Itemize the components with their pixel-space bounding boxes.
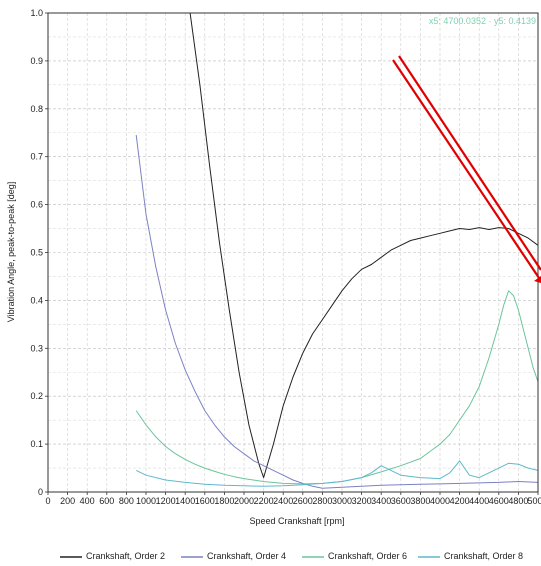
x-axis: 0 200 400 600 800 1000 1200 1400 1600 1800 2000 220… bbox=[45, 492, 541, 506]
x-tick-label: 400 bbox=[80, 496, 95, 506]
y-tick-label: 0.5 bbox=[30, 248, 43, 258]
x-tick-label: 800 bbox=[119, 496, 134, 506]
legend-label: Crankshaft, Order 8 bbox=[444, 551, 523, 561]
y-axis-title: Vibration Angle, peak-to-peak [deg] bbox=[6, 182, 16, 322]
legend: Crankshaft, Order 2 Crankshaft, Order 4 Cr… bbox=[60, 551, 523, 561]
legend-label: Crankshaft, Order 2 bbox=[86, 551, 165, 561]
grid bbox=[47, 13, 538, 492]
x-tick-label: 1200 bbox=[156, 496, 176, 506]
x-tick-label: 1600 bbox=[195, 496, 215, 506]
y-tick-label: 0.4 bbox=[30, 295, 43, 305]
x-tick-label: 1400 bbox=[175, 496, 195, 506]
x-tick-label: 2800 bbox=[312, 496, 332, 506]
x-tick-label: 0 bbox=[45, 496, 50, 506]
series-line-2 bbox=[135, 135, 539, 489]
x-tick-label: 2400 bbox=[273, 496, 293, 506]
x-tick-label: 3000 bbox=[332, 496, 352, 506]
y-tick-label: 0.8 bbox=[30, 104, 43, 114]
x-tick-label: 1800 bbox=[214, 496, 234, 506]
x-tick-label: 4000 bbox=[430, 496, 450, 506]
x-tick-label: 200 bbox=[60, 496, 75, 506]
series-line-1 bbox=[189, 12, 539, 479]
x-tick-label: 3600 bbox=[391, 496, 411, 506]
y-axis: 0 0.1 0.2 0.3 0.4 0.5 0.6 0.7 0.8 0.9 1.0 bbox=[30, 8, 48, 497]
y-tick-label: 0.1 bbox=[30, 439, 43, 449]
legend-label: Crankshaft, Order 6 bbox=[328, 551, 407, 561]
cursor-readout: x5: 4700.0352 · y5: 0.4139 bbox=[429, 16, 536, 26]
y-tick-label: 0.7 bbox=[30, 152, 43, 162]
series-line-3 bbox=[135, 290, 539, 485]
x-tick-label: 600 bbox=[99, 496, 114, 506]
x-tick-label: 2600 bbox=[293, 496, 313, 506]
x-tick-label: 3200 bbox=[352, 496, 372, 506]
y-tick-label: 0.6 bbox=[30, 200, 43, 210]
x-axis-title: Speed Crankshaft [rpm] bbox=[249, 516, 344, 526]
y-tick-label: 0.9 bbox=[30, 56, 43, 66]
x-tick-label: 4800 bbox=[508, 496, 528, 506]
annotation-arrow bbox=[392, 55, 541, 283]
legend-label: Crankshaft, Order 4 bbox=[207, 551, 286, 561]
x-tick-label: 4600 bbox=[489, 496, 509, 506]
x-tick-label: 4200 bbox=[450, 496, 470, 506]
y-tick-label: 0.2 bbox=[30, 391, 43, 401]
x-tick-label: 4400 bbox=[469, 496, 489, 506]
x-tick-label: 3400 bbox=[371, 496, 391, 506]
x-tick-label: 2000 bbox=[234, 496, 254, 506]
series-lines bbox=[135, 12, 539, 489]
y-tick-label: 0.3 bbox=[30, 343, 43, 353]
x-tick-label: 500 bbox=[527, 496, 541, 506]
series-line-4 bbox=[135, 460, 539, 487]
x-tick-label: 2200 bbox=[254, 496, 274, 506]
x-tick-label: 3800 bbox=[410, 496, 430, 506]
x-tick-label: 1000 bbox=[136, 496, 156, 506]
y-tick-label: 0 bbox=[38, 487, 43, 497]
y-tick-label: 1.0 bbox=[30, 8, 43, 18]
